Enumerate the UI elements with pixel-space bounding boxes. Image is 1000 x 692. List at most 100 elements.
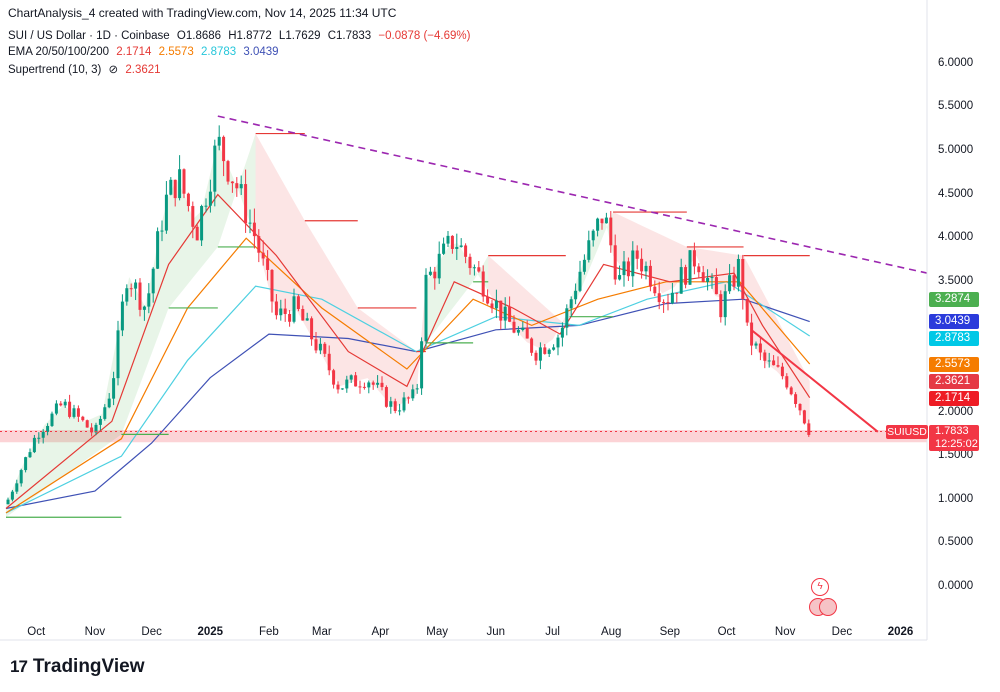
candle-body <box>578 271 582 291</box>
candle-body <box>41 431 45 438</box>
candle-body <box>200 206 204 241</box>
candle-body <box>323 343 327 354</box>
tradingview-logo[interactable]: 17 TradingView <box>10 656 145 678</box>
candle-body <box>516 329 520 333</box>
price-tick: 0.0000 <box>938 580 974 592</box>
supertrend-fill <box>217 133 256 247</box>
candle-body <box>688 250 692 285</box>
candle-body <box>789 387 793 395</box>
candle-body <box>644 265 648 272</box>
ema20-line <box>5 193 811 509</box>
candle-body <box>794 394 798 404</box>
candle-body <box>358 386 362 388</box>
price-tick: 5.0000 <box>938 144 974 156</box>
candle-body <box>367 382 371 388</box>
time-tick: Feb <box>258 626 279 638</box>
candle-body <box>662 302 666 304</box>
candle-body <box>556 337 560 348</box>
candle-body <box>728 275 732 292</box>
candle-body <box>411 389 415 399</box>
candle-body <box>10 491 14 500</box>
candle-body <box>455 246 459 249</box>
brand-name: TradingView <box>32 656 145 677</box>
supertrend-fill <box>304 220 358 387</box>
candle-body <box>195 226 199 241</box>
candle-body <box>508 306 512 322</box>
candle-body <box>477 267 481 272</box>
candle-body <box>459 245 463 247</box>
candle-body <box>626 261 630 277</box>
candle-body <box>503 306 507 321</box>
candle-body <box>679 267 683 294</box>
candle-body <box>393 401 397 411</box>
ema-label: EMA 20/50/100/200 <box>8 46 110 58</box>
candle-body <box>719 294 723 318</box>
candle-body <box>116 330 120 379</box>
candle-body <box>569 299 573 309</box>
candle-body <box>292 296 296 322</box>
candle-body <box>72 408 76 417</box>
candle-body <box>666 302 670 304</box>
candle-body <box>239 184 243 189</box>
candle-body <box>591 230 595 241</box>
candle-body <box>279 308 283 316</box>
symbol-legend[interactable]: SUI / US Dollar · 1D · Coinbase O1.8686 … <box>8 30 470 42</box>
supertrend-fill <box>569 212 614 317</box>
candle-body <box>76 408 80 417</box>
descending-trendline[interactable] <box>750 328 879 433</box>
supertrend-legend[interactable]: Supertrend (10, 3) ⊘ 2.3621 <box>8 62 161 76</box>
candle-body <box>296 296 300 310</box>
bar-countdown: 12:25:02 <box>935 438 978 450</box>
time-tick: 2025 <box>197 626 224 638</box>
time-tick: May <box>426 626 449 638</box>
candle-body <box>318 343 322 351</box>
candle-body <box>156 231 160 269</box>
candle-body <box>362 386 366 388</box>
ohlc-change: −0.0878 (−4.69%) <box>378 30 471 42</box>
candle-body <box>389 401 393 407</box>
candle-body <box>345 379 349 389</box>
candle-body <box>670 292 674 304</box>
candle-body <box>547 349 551 354</box>
price-tick: 3.5000 <box>938 274 974 287</box>
candle-body <box>147 293 151 307</box>
time-tick: 2026 <box>887 626 914 638</box>
resistance-trendline[interactable] <box>217 115 928 274</box>
tradingview-mark-icon: 17 <box>10 657 28 676</box>
candle-body <box>63 401 67 406</box>
candle-body <box>37 437 41 439</box>
time-tick: Oct <box>717 626 736 638</box>
candle-body <box>745 298 749 323</box>
candle-body <box>613 245 617 280</box>
supertrend-fill <box>255 133 305 325</box>
candle-body <box>310 318 314 340</box>
candle-body <box>371 382 375 385</box>
support-zone <box>0 430 927 443</box>
candle-body <box>706 277 710 282</box>
price-tick: 6.0000 <box>938 56 974 69</box>
candle-body <box>235 183 239 189</box>
ema200-label: 3.0439 <box>929 314 979 329</box>
price-tick: 2.0000 <box>938 405 974 418</box>
supertrend-fill <box>416 281 426 396</box>
candle-body <box>305 318 309 321</box>
candle-body <box>750 322 754 346</box>
candle-body <box>648 265 652 287</box>
candle-body <box>521 327 525 330</box>
candle-body <box>450 235 454 249</box>
lightning-event-icon[interactable]: ϟ <box>811 578 829 596</box>
price-tick: 0.5000 <box>938 536 974 549</box>
candle-body <box>596 218 600 231</box>
us-flag-event-icon-2[interactable] <box>819 598 837 616</box>
candle-body <box>230 181 234 184</box>
ohlc-high: H1.8772 <box>228 30 272 42</box>
candle-body <box>437 253 441 279</box>
supertrend-fill <box>357 308 417 407</box>
time-tick: Nov <box>774 626 796 638</box>
ema-legend[interactable]: EMA 20/50/100/200 2.1714 2.5573 2.8783 3… <box>8 46 279 58</box>
supertrend-fill <box>488 255 566 349</box>
price-tick: 4.0000 <box>938 231 974 244</box>
candle-body <box>208 191 212 206</box>
candle-body <box>222 136 226 162</box>
